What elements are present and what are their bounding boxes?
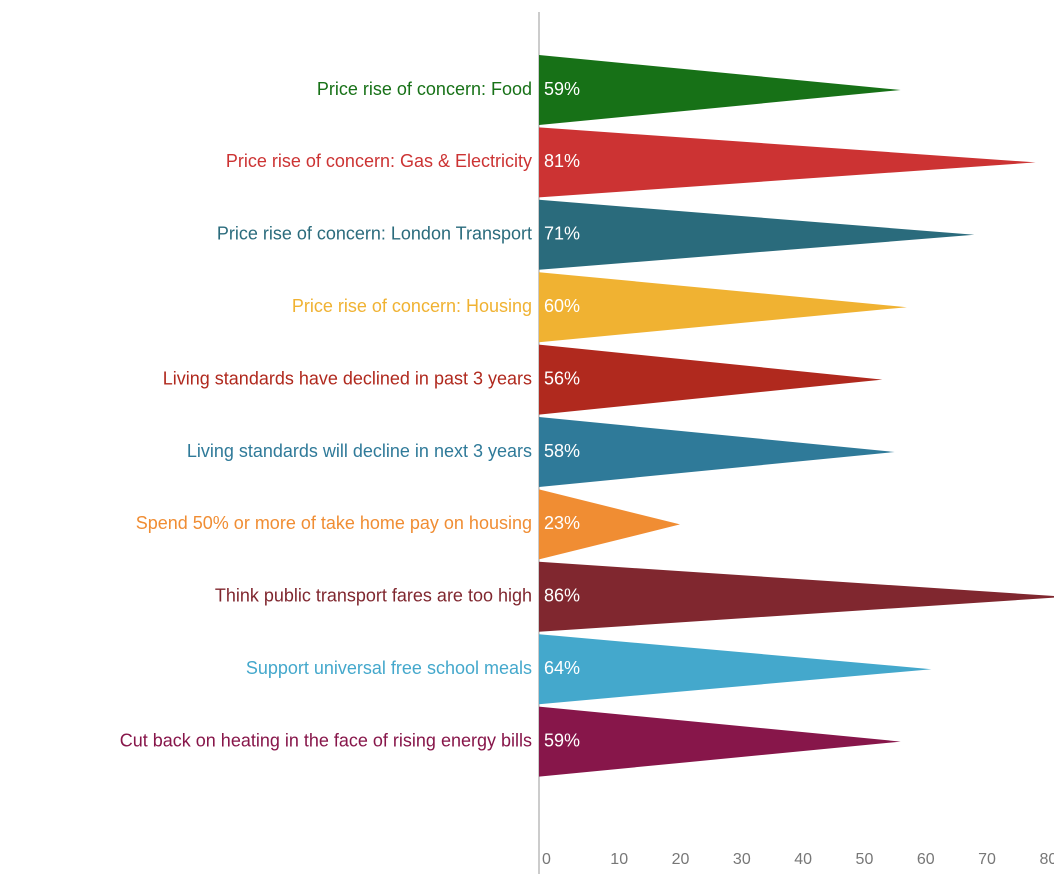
category-label: Support universal free school meals	[246, 658, 532, 678]
x-tick-label: 20	[672, 851, 690, 868]
x-tick-label: 50	[856, 851, 874, 868]
x-tick-label: 30	[733, 851, 751, 868]
bar	[539, 344, 883, 415]
category-label: Living standards have declined in past 3…	[163, 368, 532, 388]
value-label: 56%	[544, 368, 580, 388]
value-label: 59%	[544, 730, 580, 750]
bar	[539, 55, 901, 125]
category-label: Price rise of concern: Gas & Electricity	[226, 151, 532, 171]
bar	[539, 272, 907, 343]
category-label: Spend 50% or more of take home pay on ho…	[136, 513, 532, 533]
bar	[539, 127, 1036, 198]
value-label: 58%	[544, 441, 580, 461]
x-tick-label: 60	[917, 851, 935, 868]
value-label: 64%	[544, 658, 580, 678]
category-label: Price rise of concern: London Transport	[217, 224, 532, 244]
x-tick-label: 0	[542, 851, 551, 868]
bar	[539, 489, 681, 560]
x-tick-label: 70	[978, 851, 996, 868]
category-label: Price rise of concern: Housing	[292, 296, 532, 316]
x-tick-label: 80	[1039, 851, 1054, 868]
bar	[539, 706, 901, 777]
value-label: 60%	[544, 296, 580, 316]
x-tick-label: 40	[794, 851, 812, 868]
bar	[539, 561, 1054, 632]
category-label: Living standards will decline in next 3 …	[187, 441, 532, 461]
category-label: Think public transport fares are too hig…	[215, 586, 532, 606]
category-label: Price rise of concern: Food	[317, 79, 532, 99]
bar	[539, 417, 895, 487]
category-label: Cut back on heating in the face of risin…	[120, 730, 532, 750]
value-label: 86%	[544, 586, 580, 606]
value-label: 71%	[544, 224, 580, 244]
value-label: 59%	[544, 79, 580, 99]
value-label: 81%	[544, 151, 580, 171]
value-label: 23%	[544, 513, 580, 533]
bar	[539, 199, 975, 270]
bar	[539, 634, 932, 705]
x-tick-label: 10	[610, 851, 628, 868]
